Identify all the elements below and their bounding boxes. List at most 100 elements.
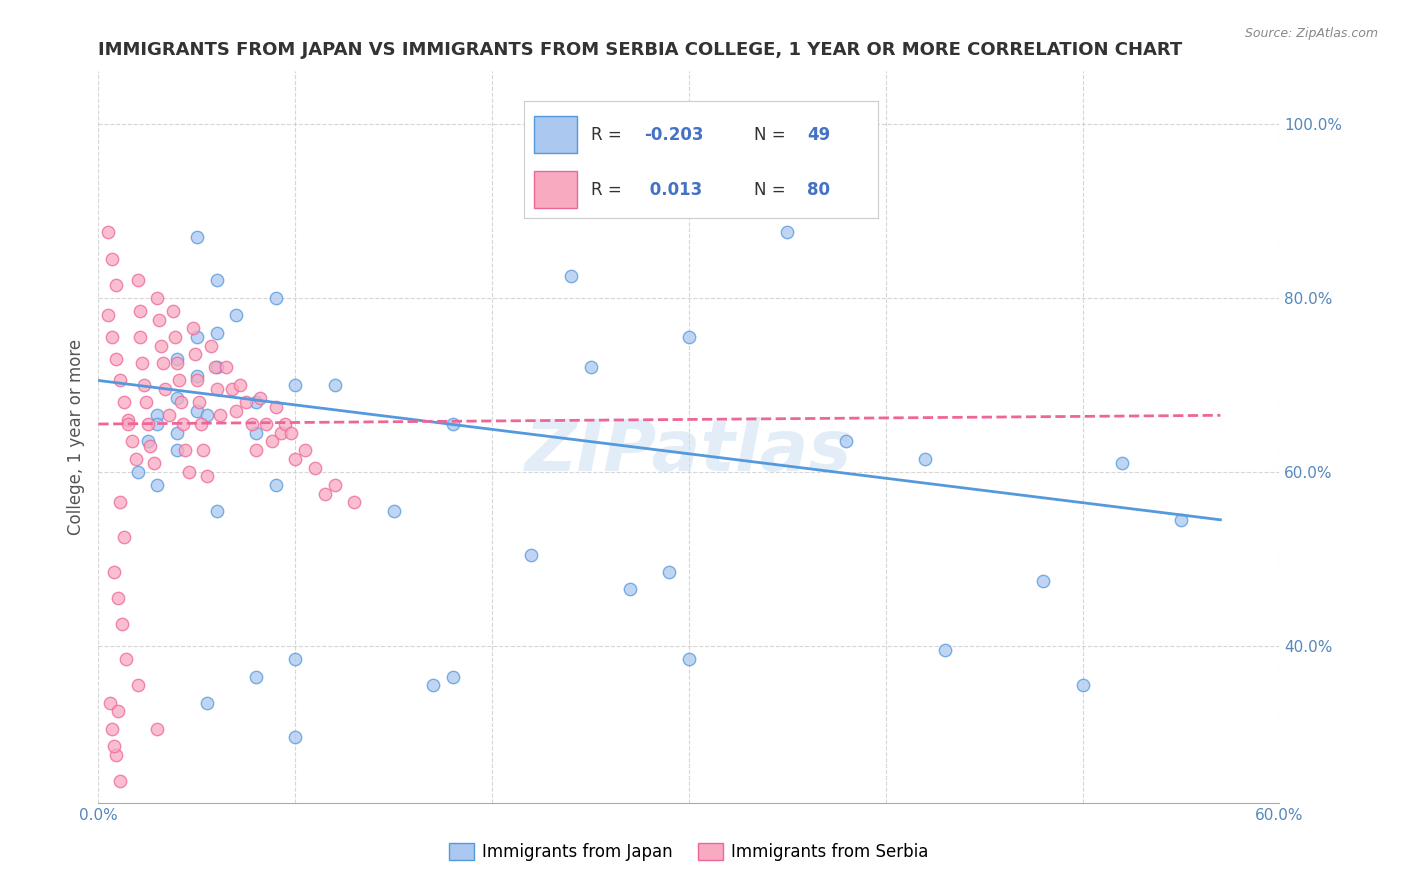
Point [422, 678, 444, 692]
Point [304, 460, 326, 475]
Point [115, 652, 138, 666]
Point [132, 377, 155, 392]
Point [186, 229, 208, 244]
Point [146, 417, 169, 431]
Point [245, 425, 267, 440]
Point [260, 434, 283, 449]
Point [136, 434, 159, 449]
Point [112, 530, 135, 544]
Point [235, 395, 257, 409]
Point [103, 565, 125, 579]
Point [112, 395, 135, 409]
Point [284, 377, 307, 392]
Point [579, 360, 602, 375]
Point [264, 400, 287, 414]
Point [184, 347, 207, 361]
Point [1111, 456, 1133, 470]
Y-axis label: College, 1 year or more: College, 1 year or more [66, 339, 84, 535]
Point [121, 434, 143, 449]
Point [146, 478, 169, 492]
Point [284, 652, 307, 666]
Point [165, 330, 187, 344]
Point [520, 178, 543, 192]
Point [155, 382, 177, 396]
Legend: Immigrants from Japan, Immigrants from Serbia: Immigrants from Japan, Immigrants from S… [443, 836, 935, 868]
Point [105, 747, 128, 762]
Point [117, 412, 139, 426]
Text: Source: ZipAtlas.com: Source: ZipAtlas.com [1244, 27, 1378, 40]
Point [172, 417, 194, 431]
Point [264, 291, 287, 305]
Point [166, 391, 188, 405]
Point [209, 409, 232, 423]
Point [181, 321, 204, 335]
Point [166, 443, 188, 458]
Point [108, 774, 131, 789]
Point [195, 696, 218, 710]
Point [128, 330, 150, 344]
Point [190, 417, 212, 431]
Point [128, 303, 150, 318]
Point [170, 395, 193, 409]
Point [107, 705, 129, 719]
Point [245, 395, 267, 409]
Point [229, 377, 252, 392]
Point [678, 652, 700, 666]
Point [195, 409, 218, 423]
Point [111, 617, 134, 632]
Point [152, 356, 174, 370]
Point [166, 351, 188, 366]
Point [280, 425, 302, 440]
Point [343, 495, 366, 509]
Point [254, 417, 277, 431]
Point [195, 469, 218, 483]
Point [323, 377, 346, 392]
Point [186, 374, 208, 388]
Point [135, 395, 157, 409]
Point [174, 443, 197, 458]
Point [678, 330, 700, 344]
Point [314, 486, 336, 500]
Point [776, 226, 799, 240]
Point [225, 404, 247, 418]
Text: ZIPatlas: ZIPatlas [526, 417, 852, 486]
Point [520, 548, 543, 562]
Point [245, 443, 267, 458]
Point [167, 374, 190, 388]
Point [101, 330, 124, 344]
Point [205, 326, 228, 340]
Point [97, 226, 120, 240]
Point [98, 696, 121, 710]
Point [205, 382, 228, 396]
Point [205, 360, 228, 375]
Point [177, 465, 200, 479]
Point [103, 739, 125, 754]
Point [205, 504, 228, 518]
Point [127, 678, 149, 692]
Point [249, 391, 271, 405]
Point [150, 338, 173, 352]
Point [284, 451, 307, 466]
Text: IMMIGRANTS FROM JAPAN VS IMMIGRANTS FROM SERBIA COLLEGE, 1 YEAR OR MORE CORRELAT: IMMIGRANTS FROM JAPAN VS IMMIGRANTS FROM… [98, 41, 1182, 59]
Point [204, 360, 226, 375]
Point [105, 277, 128, 292]
Point [166, 425, 188, 440]
Point [200, 338, 222, 352]
Point [117, 417, 139, 431]
Point [225, 308, 247, 322]
Point [127, 273, 149, 287]
Point [101, 252, 124, 266]
Point [382, 504, 405, 518]
Point [108, 374, 131, 388]
Point [107, 591, 129, 606]
Point [186, 330, 208, 344]
Point [914, 451, 936, 466]
Point [186, 404, 208, 418]
Point [131, 356, 153, 370]
Point [138, 439, 160, 453]
Point [108, 495, 131, 509]
Point [142, 456, 165, 470]
Point [221, 382, 243, 396]
Point [284, 731, 307, 745]
Point [146, 722, 169, 736]
